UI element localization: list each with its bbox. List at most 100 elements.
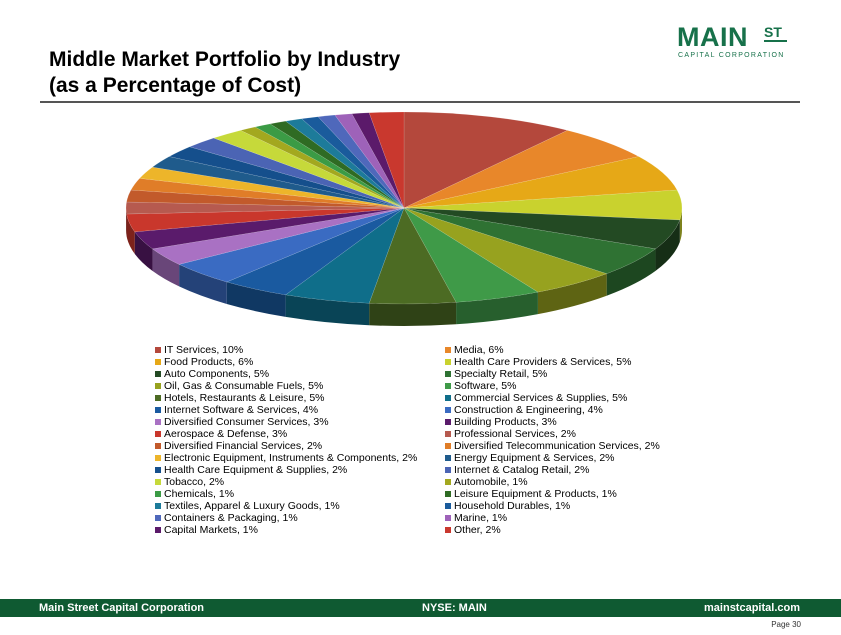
pie-slice [317, 114, 405, 209]
legend-label: Chemicals, 1% [164, 488, 235, 500]
legend-item: Construction & Engineering, 4% [445, 404, 715, 416]
pie-slice [178, 207, 405, 283]
logo-main-text: MAIN [677, 22, 748, 52]
legend-label: Commercial Services & Supplies, 5% [454, 392, 628, 404]
legend-label: Capital Markets, 1% [164, 524, 258, 536]
pie-slice [403, 207, 657, 274]
pie-slice [139, 166, 405, 209]
legend-label: Food Products, 6% [164, 356, 254, 368]
footer-website[interactable]: mainstcapital.com [704, 602, 800, 614]
pie-slice [226, 207, 405, 296]
legend-swatch [445, 383, 451, 389]
legend-label: Marine, 1% [454, 512, 508, 524]
pie-slice [351, 112, 405, 209]
legend-label: Aerospace & Defense, 3% [164, 428, 288, 440]
logo-subtitle: CAPITAL CORPORATION [678, 52, 785, 59]
legend-item: Media, 6% [445, 344, 715, 356]
legend-item: Household Durables, 1% [445, 500, 715, 512]
pie-slice [368, 207, 457, 305]
legend-swatch [155, 527, 161, 533]
legend-label: Internet & Catalog Retail, 2% [454, 464, 590, 476]
pie-slice-side [126, 214, 135, 254]
pie-slice-side [655, 220, 680, 271]
legend-label: Oil, Gas & Consumable Fuels, 5% [164, 380, 324, 392]
legend-item: Capital Markets, 1% [155, 524, 445, 536]
legend-item: Marine, 1% [445, 512, 715, 524]
pie-slice-side [179, 264, 227, 304]
legend-swatch [445, 503, 451, 509]
legend-label: IT Services, 10% [164, 344, 244, 356]
pie-side-walls [126, 208, 682, 326]
pie-slice [126, 189, 405, 209]
legend-label: Containers & Packaging, 1% [164, 512, 298, 524]
legend-label: Automobile, 1% [454, 476, 528, 488]
footer-bar: Main Street Capital Corporation NYSE: MA… [0, 599, 841, 617]
page-number: Page 30 [771, 620, 801, 629]
legend-label: Household Durables, 1% [454, 500, 571, 512]
pie-slice [285, 118, 405, 209]
legend-label: Energy Equipment & Services, 2% [454, 452, 615, 464]
legend-item: Diversified Telecommunication Services, … [445, 440, 715, 452]
legend-label: Health Care Providers & Services, 5% [454, 356, 632, 368]
legend-item: Other, 2% [445, 524, 715, 536]
legend-item: Internet Software & Services, 4% [155, 404, 445, 416]
legend-label: Construction & Engineering, 4% [454, 404, 603, 416]
pie-slice-side [152, 248, 180, 287]
legend-label: Specialty Retail, 5% [454, 368, 548, 380]
legend-item: Textiles, Apparel & Luxury Goods, 1% [155, 500, 445, 512]
legend-label: Auto Components, 5% [164, 368, 270, 380]
legend-item: IT Services, 10% [155, 344, 445, 356]
legend-item: Health Care Providers & Services, 5% [445, 356, 715, 368]
pie-slice-side [679, 208, 682, 243]
pie-slice [212, 130, 405, 209]
legend-swatch [445, 467, 451, 473]
legend-swatch [155, 383, 161, 389]
legend-swatch [155, 359, 161, 365]
legend-item: Chemicals, 1% [155, 488, 445, 500]
pie-slice [125, 201, 405, 215]
legend-label: Leisure Equipment & Products, 1% [454, 488, 617, 500]
pie-slices [125, 111, 683, 305]
pie-slice [151, 207, 405, 265]
page-title: Middle Market Portfolio by Industry (as … [49, 47, 400, 99]
legend-label: Internet Software & Services, 4% [164, 404, 319, 416]
page-title-line1: Middle Market Portfolio by Industry [49, 48, 401, 71]
legend-label: Diversified Financial Services, 2% [164, 440, 323, 452]
legend-swatch [445, 395, 451, 401]
logo-underline [764, 40, 787, 42]
pie-slice [151, 156, 405, 209]
legend-item: Diversified Financial Services, 2% [155, 440, 445, 452]
legend-item: Food Products, 6% [155, 356, 445, 368]
legend-swatch [155, 479, 161, 485]
legend-label: Textiles, Apparel & Luxury Goods, 1% [164, 500, 340, 512]
pie-slice [403, 189, 683, 221]
pie-slice [403, 207, 608, 293]
legend-swatch [155, 503, 161, 509]
legend-item: Electronic Equipment, Instruments & Comp… [155, 452, 445, 464]
pie-slice [368, 111, 405, 209]
legend-swatch [155, 371, 161, 377]
legend-item: Aerospace & Defense, 3% [155, 428, 445, 440]
pie-slice [403, 207, 539, 303]
pie-slice [126, 207, 405, 233]
pie-slice-side [456, 292, 538, 325]
logo-superscript: ST [764, 24, 782, 40]
legend-item: Diversified Consumer Services, 3% [155, 416, 445, 428]
legend-item: Oil, Gas & Consumable Fuels, 5% [155, 380, 445, 392]
pie-slice-side [606, 248, 656, 296]
company-logo: MAIN ST CAPITAL CORPORATION [677, 23, 789, 63]
pie-slice [254, 123, 405, 209]
pie-slice-side [126, 208, 127, 237]
chart-legend: IT Services, 10% Media, 6% Food Products, … [155, 344, 715, 536]
pie-slice [168, 146, 405, 209]
legend-label: Building Products, 3% [454, 416, 557, 428]
legend-label: Professional Services, 2% [454, 428, 576, 440]
legend-swatch [155, 491, 161, 497]
pie-slice-side [369, 302, 457, 326]
legend-item: Health Care Equipment & Supplies, 2% [155, 464, 445, 476]
legend-swatch [155, 443, 161, 449]
legend-label: Health Care Equipment & Supplies, 2% [164, 464, 348, 476]
pie-slice [301, 116, 405, 209]
legend-swatch [155, 431, 161, 437]
legend-item: Internet & Catalog Retail, 2% [445, 464, 715, 476]
